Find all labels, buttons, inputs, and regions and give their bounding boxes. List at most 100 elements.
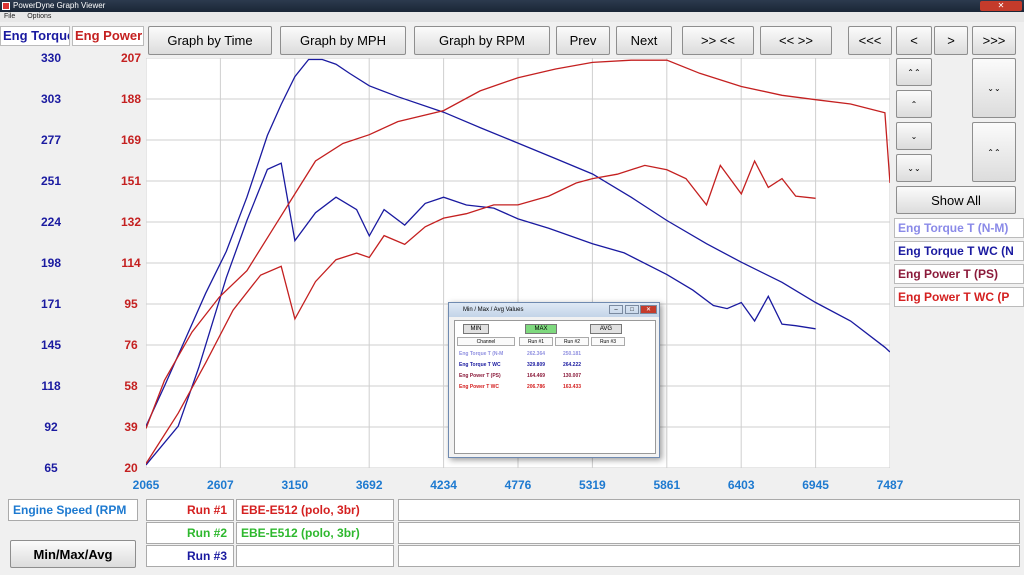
legend-eng-power-t-wc[interactable]: Eng Power T WC (P xyxy=(894,287,1024,307)
dialog-title: Min / Max / Avg Values xyxy=(463,307,524,313)
series-line-3 xyxy=(146,59,890,429)
dialog-row-value: 163.433 xyxy=(562,384,582,390)
window-title: PowerDyne Graph Viewer xyxy=(13,1,106,10)
scale-down-button[interactable]: ⌄ xyxy=(896,122,932,150)
right-axis-tick-label: 169 xyxy=(120,133,142,147)
menu-options[interactable]: Options xyxy=(27,13,52,20)
dialog-title-bar: Min / Max / Avg Values – □ ✕ xyxy=(449,303,659,317)
scroll-left-button[interactable]: < xyxy=(896,26,932,55)
dialog-row-value xyxy=(591,349,625,359)
left-axis-tick-label: 224 xyxy=(40,215,62,229)
prev-button[interactable]: Prev xyxy=(556,26,610,55)
right-axis-tick-label: 76 xyxy=(124,338,138,352)
series-line-1 xyxy=(146,58,890,427)
x-axis-tick-label: 2607 xyxy=(207,478,234,492)
legend-eng-torque-t[interactable]: Eng Torque T (N-M) xyxy=(894,218,1024,238)
left-axis-tick-label: 92 xyxy=(44,420,58,434)
x-axis-tick-label: 5861 xyxy=(653,478,681,492)
left-axis-tick-label: 198 xyxy=(40,256,62,270)
right-axis-tick-label: 151 xyxy=(120,174,142,188)
right-axis-tick-label: 39 xyxy=(124,420,138,434)
dialog-row-value xyxy=(591,371,625,381)
right-axis-tick-label: 20 xyxy=(124,461,138,475)
scale-up-fast-button[interactable]: ⌃⌃ xyxy=(896,58,932,86)
max-button[interactable]: MAX xyxy=(525,324,557,334)
dialog-row-value: 206.786 xyxy=(526,384,546,390)
left-axis-tick-label: 277 xyxy=(40,133,62,147)
title-bar: PowerDyne Graph Viewer ✕ xyxy=(0,0,1024,12)
dialog-row-value xyxy=(591,360,625,370)
graph-by-time-button[interactable]: Graph by Time xyxy=(148,26,272,55)
scroll-right-button[interactable]: > xyxy=(934,26,968,55)
left-axis-tick-label: 171 xyxy=(40,297,62,311)
run-1-notes[interactable] xyxy=(398,499,1020,521)
right-axis-tick-label: 207 xyxy=(120,51,142,65)
x-axis-tick-label: 6403 xyxy=(727,478,755,492)
right-axis-tick-label: 58 xyxy=(124,379,138,393)
graph-by-rpm-button[interactable]: Graph by RPM xyxy=(414,26,550,55)
left-axis-tick-label: 118 xyxy=(41,379,61,393)
right-axis-tick-label: 114 xyxy=(121,256,141,270)
right-axis-tick-label: 188 xyxy=(120,92,142,106)
header-channel: Channel xyxy=(457,337,515,346)
right-axis-channel-label[interactable]: Eng Power xyxy=(72,26,144,46)
offset-up-button[interactable]: ⌃⌃ xyxy=(972,122,1016,182)
next-button[interactable]: Next xyxy=(616,26,672,55)
scroll-far-right-button[interactable]: >>> xyxy=(972,26,1016,55)
x-axis-tick-label: 6945 xyxy=(802,478,829,492)
header-run-2: Run #2 xyxy=(555,337,589,346)
series-line-4 xyxy=(146,159,816,464)
min-button[interactable]: MIN xyxy=(463,324,489,334)
run-3-description[interactable] xyxy=(236,545,394,567)
left-axis-tick-label: 251 xyxy=(40,174,62,188)
legend-eng-power-t[interactable]: Eng Power T (PS) xyxy=(894,264,1024,284)
dialog-row-value: 130.007 xyxy=(562,373,582,379)
series-line-2 xyxy=(146,162,816,466)
scroll-far-left-button[interactable]: <<< xyxy=(848,26,892,55)
x-axis-tick-label: 3692 xyxy=(355,478,383,492)
dialog-row-value xyxy=(591,382,625,392)
run-2-label: Run #2 xyxy=(146,522,234,544)
run-2-notes[interactable] xyxy=(398,522,1020,544)
x-axis-tick-label: 7487 xyxy=(876,478,904,492)
dialog-maximize-icon[interactable]: □ xyxy=(625,305,639,314)
header-run-1: Run #1 xyxy=(519,337,553,346)
left-axis-tick-label: 303 xyxy=(40,92,62,106)
scale-up-button[interactable]: ⌃ xyxy=(896,90,932,118)
x-channel-label[interactable]: Engine Speed (RPM xyxy=(8,499,138,521)
dialog-row-channel: Eng Torque T (N-M xyxy=(459,351,504,357)
x-axis-tick-label: 3150 xyxy=(281,478,309,492)
header-run-3: Run #3 xyxy=(591,337,625,346)
menu-bar: File Options xyxy=(0,12,1024,22)
left-axis-channel-label[interactable]: Eng Torque xyxy=(0,26,70,46)
app-icon xyxy=(2,2,10,10)
show-all-button[interactable]: Show All xyxy=(896,186,1016,214)
zoom-in-button[interactable]: >> << xyxy=(682,26,754,55)
run-2-description[interactable]: EBE-E512 (polo, 3br) xyxy=(236,522,394,544)
dialog-body: MIN MAX AVG Channel Run #1 Run #2 Run #3… xyxy=(454,320,656,454)
dialog-row-value: 329.809 xyxy=(526,362,546,368)
run-1-label: Run #1 xyxy=(146,499,234,521)
dialog-close-icon[interactable]: ✕ xyxy=(640,305,657,314)
scale-down-fast-button[interactable]: ⌄⌄ xyxy=(896,154,932,182)
right-axis-tick-label: 95 xyxy=(124,297,138,311)
dialog-minimize-icon[interactable]: – xyxy=(609,305,623,314)
x-axis-tick-label: 4776 xyxy=(504,478,532,492)
graph-by-mph-button[interactable]: Graph by MPH xyxy=(280,26,406,55)
min-max-avg-dialog[interactable]: Min / Max / Avg Values – □ ✕ MIN MAX AVG… xyxy=(448,302,660,458)
dialog-row-value: 264.222 xyxy=(562,362,582,368)
left-axis-tick-label: 330 xyxy=(40,51,62,65)
offset-down-button[interactable]: ⌄⌄ xyxy=(972,58,1016,118)
x-axis-tick-label: 4234 xyxy=(430,478,457,492)
close-button[interactable]: ✕ xyxy=(980,1,1022,11)
legend-eng-torque-t-wc[interactable]: Eng Torque T WC (N xyxy=(894,241,1024,261)
left-axis-tick-label: 65 xyxy=(44,461,58,475)
dialog-row-channel: Eng Power T (PS) xyxy=(459,373,501,379)
run-3-notes[interactable] xyxy=(398,545,1020,567)
menu-file[interactable]: File xyxy=(4,13,16,20)
min-max-avg-button[interactable]: Min/Max/Avg xyxy=(10,540,136,568)
avg-button[interactable]: AVG xyxy=(590,324,622,334)
zoom-out-button[interactable]: << >> xyxy=(760,26,832,55)
x-axis-tick-label: 5319 xyxy=(579,478,606,492)
run-1-description[interactable]: EBE-E512 (polo, 3br) xyxy=(236,499,394,521)
